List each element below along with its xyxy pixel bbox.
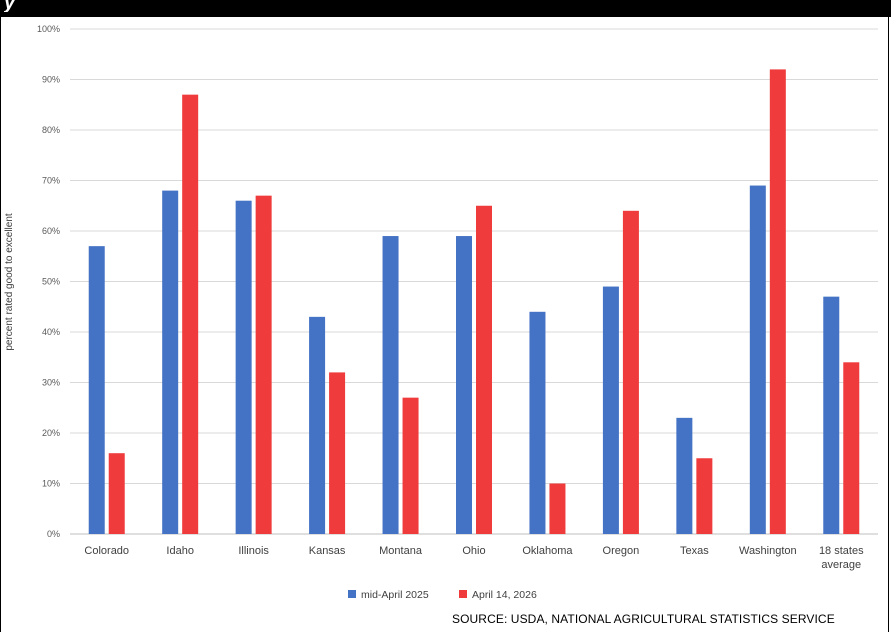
- bar-mid-april-2025: [235, 200, 252, 534]
- source-note: SOURCE: USDA, NATIONAL AGRICULTURAL STAT…: [452, 612, 835, 626]
- bars: [88, 69, 860, 535]
- category-label: Kansas: [309, 545, 346, 557]
- bar-april-14-2026: [329, 372, 346, 534]
- bar-mid-april-2025: [382, 236, 399, 535]
- category-label: Washington: [739, 545, 797, 557]
- y-tick-label: 10%: [42, 479, 60, 489]
- y-axis-label: percent rated good to excellent: [4, 213, 15, 351]
- bar-april-14-2026: [549, 483, 566, 534]
- category-label: Texas: [680, 545, 709, 557]
- category-label: Oklahoma: [522, 545, 573, 557]
- bar-april-14-2026: [255, 195, 272, 534]
- category-label: average: [821, 559, 861, 571]
- legend-label: April 14, 2026: [472, 589, 537, 601]
- bar-april-14-2026: [622, 210, 639, 535]
- bar-mid-april-2025: [309, 316, 326, 534]
- y-tick-label: 20%: [42, 428, 60, 438]
- legend: mid-April 2025 April 14, 2026: [348, 589, 537, 601]
- bar-april-14-2026: [696, 458, 713, 534]
- legend-label: mid-April 2025: [361, 589, 429, 601]
- y-tick-label: 40%: [42, 327, 60, 337]
- bar-april-14-2026: [108, 453, 125, 534]
- y-tick-label: 30%: [42, 378, 60, 388]
- bar-april-14-2026: [182, 94, 199, 535]
- gridlines: [70, 28, 878, 535]
- title-glyph: y: [4, 0, 16, 12]
- bar-mid-april-2025: [162, 190, 179, 534]
- category-label: 18 states: [819, 545, 864, 557]
- y-tick-label: 60%: [42, 226, 60, 236]
- bar-mid-april-2025: [456, 236, 472, 535]
- bar-mid-april-2025: [88, 246, 105, 534]
- y-tick-label: 70%: [42, 176, 60, 186]
- bar-mid-april-2025: [529, 311, 546, 534]
- category-label: Montana: [379, 545, 423, 557]
- category-label: Colorado: [84, 545, 129, 557]
- y-axis-ticks: 0% 10% 20% 30% 40% 50% 60% 70% 80% 90% 100%: [37, 24, 60, 539]
- category-label: Illinois: [238, 545, 269, 557]
- bar-mid-april-2025: [749, 185, 766, 535]
- bar-april-14-2026: [402, 397, 419, 534]
- bar-mid-april-2025: [823, 296, 840, 534]
- bar-april-14-2026: [843, 362, 860, 534]
- chart-frame: [0, 17, 889, 632]
- x-axis-categories: Colorado Idaho Illinois Kansas Montana Ohio Ok…: [84, 545, 864, 571]
- title-bar: y: [0, 0, 891, 17]
- category-label: Oregon: [603, 545, 640, 557]
- bar-mid-april-2025: [676, 417, 693, 534]
- y-tick-label: 100%: [37, 24, 60, 34]
- legend-swatch: [459, 590, 467, 598]
- legend-swatch: [348, 590, 356, 598]
- bar-mid-april-2025: [602, 286, 619, 534]
- bar-april-14-2026: [769, 69, 786, 535]
- category-label: Idaho: [166, 545, 194, 557]
- y-tick-label: 50%: [42, 277, 60, 287]
- bar-april-14-2026: [476, 205, 492, 534]
- y-tick-label: 0%: [47, 529, 60, 539]
- y-tick-label: 90%: [42, 75, 60, 85]
- category-label: Ohio: [462, 545, 485, 557]
- y-tick-label: 80%: [42, 125, 60, 135]
